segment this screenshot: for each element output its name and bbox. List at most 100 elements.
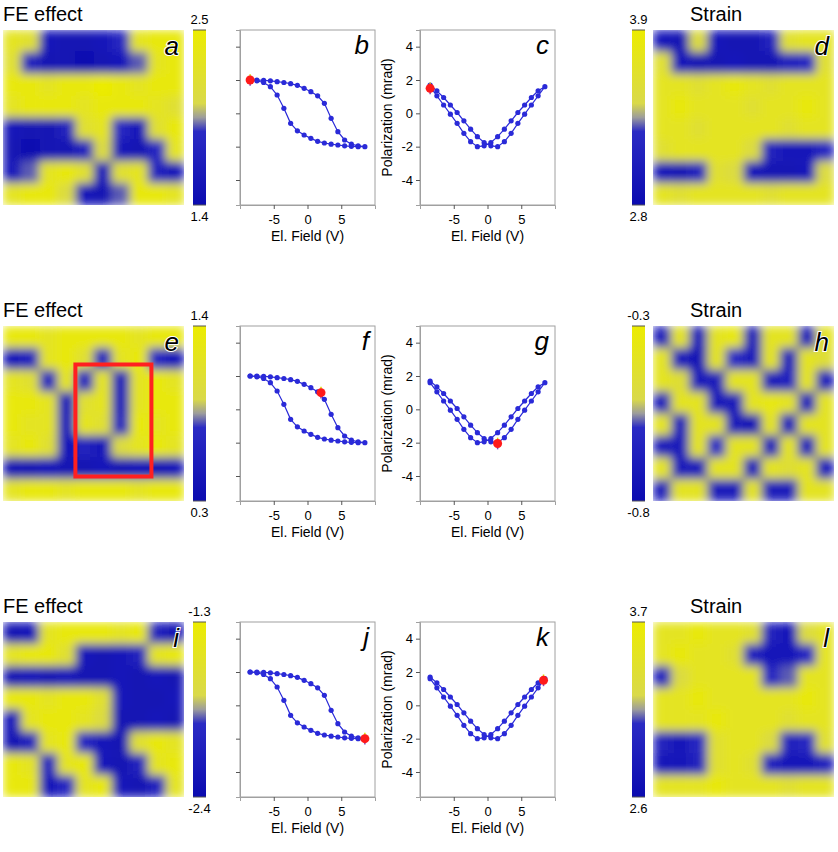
panel-letter: c	[536, 30, 549, 60]
heat-cell	[21, 30, 40, 52]
data-point	[515, 110, 520, 115]
panel-title: FE effect	[3, 3, 83, 25]
heat-cell	[166, 392, 184, 414]
data-point	[468, 731, 473, 736]
heat-cell	[3, 435, 22, 457]
data-point	[335, 425, 340, 430]
heat-cell	[39, 392, 58, 414]
heat-cell	[130, 644, 149, 666]
heat-cell	[653, 775, 672, 797]
plot-area	[248, 373, 368, 445]
heat-cell	[762, 414, 781, 436]
heat-cell	[57, 183, 76, 205]
x-axis: -505	[241, 501, 376, 523]
heat-cell	[744, 435, 763, 457]
y-tick-mark	[236, 476, 240, 477]
colorbar-label: 2.6	[629, 801, 647, 816]
data-point	[468, 127, 473, 132]
y-tick-mark	[416, 443, 420, 444]
data-point	[308, 136, 313, 141]
data-point	[475, 144, 480, 149]
heat-cell	[671, 414, 690, 436]
heat-cell	[671, 666, 690, 688]
data-point	[488, 140, 493, 145]
heat-cell	[57, 457, 76, 479]
data-point	[268, 670, 273, 675]
heat-cell	[798, 457, 817, 479]
heat-cell	[744, 161, 763, 183]
heat-cell	[112, 688, 131, 710]
data-point	[281, 376, 286, 381]
colorbar	[193, 622, 206, 797]
colorbar-label: 1.4	[190, 209, 208, 224]
heat-cell	[780, 688, 799, 710]
data-point	[502, 435, 507, 440]
heat-cell	[21, 370, 40, 392]
heat-cell	[166, 666, 184, 688]
colorbar-tick	[632, 205, 645, 206]
heat-cell	[653, 370, 672, 392]
heat-cell	[112, 753, 131, 775]
data-point	[275, 671, 280, 676]
y-tick-label: 2	[406, 73, 413, 88]
heat-cell	[816, 139, 834, 161]
heat-cell	[762, 457, 781, 479]
y-tick: 4	[406, 335, 420, 350]
heat-cell	[816, 457, 834, 479]
y-tick-mark	[416, 639, 420, 640]
colorbar	[632, 622, 645, 797]
x-tick-mark	[274, 501, 275, 505]
heat-cell	[21, 326, 40, 348]
heat-cell	[148, 688, 167, 710]
heat-cell	[57, 731, 76, 753]
heat-cell	[112, 731, 131, 753]
data-point	[522, 694, 527, 699]
data-point	[482, 143, 487, 148]
data-point	[428, 676, 433, 681]
heat-cell	[689, 139, 708, 161]
data-point	[308, 728, 313, 733]
heat-cell	[798, 688, 817, 710]
data-point	[261, 376, 266, 381]
heat-cell	[3, 183, 22, 205]
heat-cell	[762, 183, 781, 205]
loop-line	[430, 677, 545, 739]
heat-cell	[39, 731, 58, 753]
y-tick: -2	[401, 435, 420, 450]
heat-cell	[75, 139, 94, 161]
heat-cell	[725, 52, 744, 74]
heat-cell	[112, 348, 131, 370]
data-point	[356, 736, 361, 741]
data-point	[502, 719, 507, 724]
heat-cell	[689, 622, 708, 644]
heat-cell	[780, 414, 799, 436]
heat-cell	[75, 52, 94, 74]
heat-cell	[725, 666, 744, 688]
heat-cell	[112, 183, 131, 205]
heat-cell	[744, 139, 763, 161]
colorbar-label: -0.3	[627, 308, 649, 323]
x-axis: -505	[421, 797, 556, 819]
heat-cell	[39, 96, 58, 118]
heat-cell	[112, 392, 131, 414]
heat-cell	[112, 326, 131, 348]
heat-cell	[816, 370, 834, 392]
y-tick: 2	[406, 73, 420, 88]
heat-cell	[112, 139, 131, 161]
heat-cell	[671, 326, 690, 348]
heat-cell	[780, 710, 799, 732]
heat-cell	[744, 414, 763, 436]
panel-title: FE effect	[3, 299, 83, 321]
y-tick	[236, 113, 240, 114]
data-point	[461, 710, 466, 715]
heat-cell	[166, 183, 184, 205]
data-point	[529, 95, 534, 100]
heat-cell	[689, 666, 708, 688]
heat-cell	[21, 52, 40, 74]
heat-cell	[707, 414, 726, 436]
x-tick-label: 0	[484, 212, 491, 227]
heat-cell	[744, 666, 763, 688]
y-tick: 0	[406, 402, 420, 417]
x-tick-mark	[274, 205, 275, 209]
data-point	[329, 438, 334, 443]
